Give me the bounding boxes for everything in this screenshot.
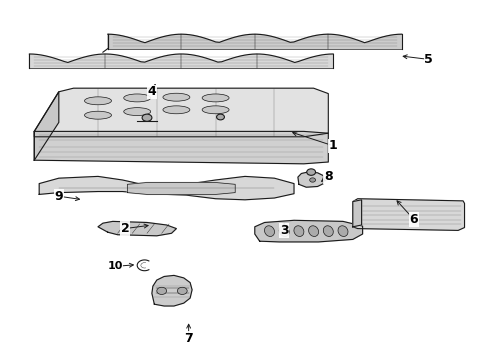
Polygon shape bbox=[29, 54, 333, 68]
Ellipse shape bbox=[294, 226, 304, 237]
Polygon shape bbox=[98, 221, 176, 236]
Polygon shape bbox=[39, 176, 294, 200]
Circle shape bbox=[142, 114, 152, 121]
Text: 1: 1 bbox=[329, 139, 338, 152]
Circle shape bbox=[217, 114, 224, 120]
Polygon shape bbox=[353, 199, 465, 230]
Ellipse shape bbox=[84, 97, 112, 105]
Polygon shape bbox=[255, 220, 363, 242]
Text: 9: 9 bbox=[54, 190, 63, 203]
Polygon shape bbox=[298, 172, 323, 187]
Text: 10: 10 bbox=[107, 261, 123, 271]
Text: 8: 8 bbox=[324, 170, 333, 183]
Ellipse shape bbox=[338, 226, 348, 237]
Ellipse shape bbox=[163, 106, 190, 114]
Circle shape bbox=[310, 178, 316, 182]
Ellipse shape bbox=[84, 111, 112, 119]
Polygon shape bbox=[108, 34, 402, 49]
Polygon shape bbox=[34, 88, 328, 137]
Polygon shape bbox=[152, 275, 192, 306]
Polygon shape bbox=[353, 200, 362, 227]
Ellipse shape bbox=[309, 226, 318, 237]
Ellipse shape bbox=[123, 94, 151, 102]
Polygon shape bbox=[34, 131, 328, 164]
Circle shape bbox=[307, 169, 316, 175]
Text: 7: 7 bbox=[184, 332, 193, 345]
Polygon shape bbox=[127, 183, 235, 194]
Ellipse shape bbox=[202, 106, 229, 114]
Text: 2: 2 bbox=[121, 222, 129, 235]
Ellipse shape bbox=[163, 93, 190, 101]
Ellipse shape bbox=[279, 226, 289, 237]
Text: 4: 4 bbox=[147, 85, 156, 98]
Polygon shape bbox=[34, 92, 59, 160]
Text: 6: 6 bbox=[410, 213, 418, 226]
Circle shape bbox=[157, 287, 167, 294]
Ellipse shape bbox=[323, 226, 333, 237]
Text: 3: 3 bbox=[280, 224, 289, 237]
Ellipse shape bbox=[123, 108, 151, 116]
Circle shape bbox=[177, 287, 187, 294]
Ellipse shape bbox=[265, 226, 274, 237]
Text: 5: 5 bbox=[424, 53, 433, 66]
Ellipse shape bbox=[202, 94, 229, 102]
